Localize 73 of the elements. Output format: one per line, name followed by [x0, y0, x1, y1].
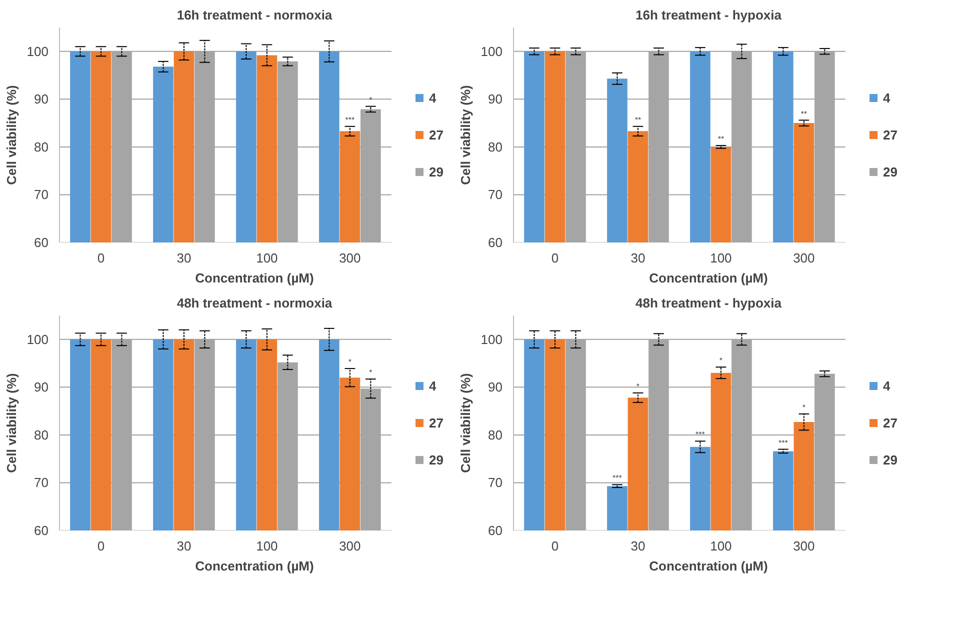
x-tick-label: 0	[551, 538, 559, 554]
data-label: *	[348, 358, 352, 367]
legend-label: 4	[883, 90, 892, 105]
legend-label: 29	[429, 164, 444, 179]
legend-label: 29	[883, 164, 898, 179]
y-tick-label: 70	[34, 475, 49, 490]
legend-label: 4	[883, 378, 892, 393]
x-tick-label: 30	[176, 250, 192, 266]
y-axis-title: Cell viability (%)	[4, 373, 19, 473]
legend-label: 4	[429, 378, 438, 393]
y-tick-label: 90	[34, 92, 49, 107]
y-tick-label: 80	[488, 427, 503, 442]
data-label: **	[800, 109, 808, 118]
y-tick-label: 100	[480, 332, 503, 347]
y-tick-label: 100	[26, 44, 49, 59]
y-tick-label: 100	[26, 332, 49, 347]
x-axis-title: Concentration (µM)	[649, 558, 768, 574]
chart-title: 16h treatment - hypoxia	[636, 8, 782, 22]
data-label: *	[636, 382, 640, 391]
legend-label: 27	[429, 415, 444, 430]
y-tick-label: 70	[488, 187, 503, 202]
x-tick-label: 100	[256, 250, 278, 266]
x-tick-label: 0	[551, 250, 559, 266]
legend-label: 27	[883, 415, 898, 430]
y-tick-label: 80	[34, 139, 49, 154]
x-axis-title: Concentration (µM)	[195, 270, 314, 286]
y-tick-label: 80	[488, 139, 503, 154]
y-tick-label: 60	[488, 235, 503, 250]
data-label: **	[718, 134, 724, 144]
chart-title: 16h treatment - normoxia	[176, 8, 333, 22]
x-tick-label: 100	[256, 538, 278, 554]
data-label: ***	[345, 115, 355, 124]
data-label: **	[634, 115, 642, 124]
chart-title: 48h treatment - hypoxia	[636, 296, 782, 310]
data-label: *	[802, 403, 806, 412]
x-tick-label: 0	[97, 538, 105, 554]
y-tick-label: 100	[480, 44, 503, 59]
y-tick-label: 60	[488, 523, 503, 538]
x-tick-label: 30	[176, 538, 192, 554]
data-label: ***	[612, 474, 622, 483]
y-tick-label: 90	[34, 380, 49, 395]
y-axis-title: Cell viability (%)	[4, 85, 19, 185]
legend-label: 27	[429, 127, 444, 142]
x-tick-label: 100	[710, 538, 732, 554]
y-tick-label: 60	[34, 523, 49, 538]
y-tick-label: 90	[488, 92, 503, 107]
y-tick-label: 60	[34, 235, 49, 250]
y-axis-title: Cell viability (%)	[458, 373, 473, 473]
legend-label: 27	[883, 127, 898, 142]
legend-label: 29	[429, 452, 444, 467]
x-axis-title: Concentration (µM)	[195, 558, 314, 574]
data-label: ***	[778, 438, 788, 448]
y-tick-label: 90	[488, 380, 503, 395]
y-tick-label: 80	[34, 427, 49, 442]
y-tick-label: 70	[34, 187, 49, 202]
x-axis-title: Concentration (µM)	[649, 270, 768, 286]
legend-label: 29	[883, 452, 898, 467]
y-tick-label: 70	[488, 475, 503, 490]
x-tick-label: 100	[710, 250, 732, 266]
data-label: *	[369, 95, 372, 104]
x-tick-label: 300	[793, 538, 815, 554]
data-label: ***	[696, 430, 705, 440]
x-tick-label: 300	[339, 538, 361, 554]
x-tick-label: 30	[630, 538, 646, 554]
y-axis-title: Cell viability (%)	[458, 85, 473, 185]
data-label: *	[369, 368, 372, 378]
legend-label: 4	[429, 90, 438, 105]
x-tick-label: 30	[630, 250, 646, 266]
chart-title: 48h treatment - normoxia	[176, 296, 333, 310]
x-tick-label: 0	[97, 250, 105, 266]
x-tick-label: 300	[339, 250, 361, 266]
x-tick-label: 300	[793, 250, 815, 266]
data-label: *	[719, 356, 723, 366]
